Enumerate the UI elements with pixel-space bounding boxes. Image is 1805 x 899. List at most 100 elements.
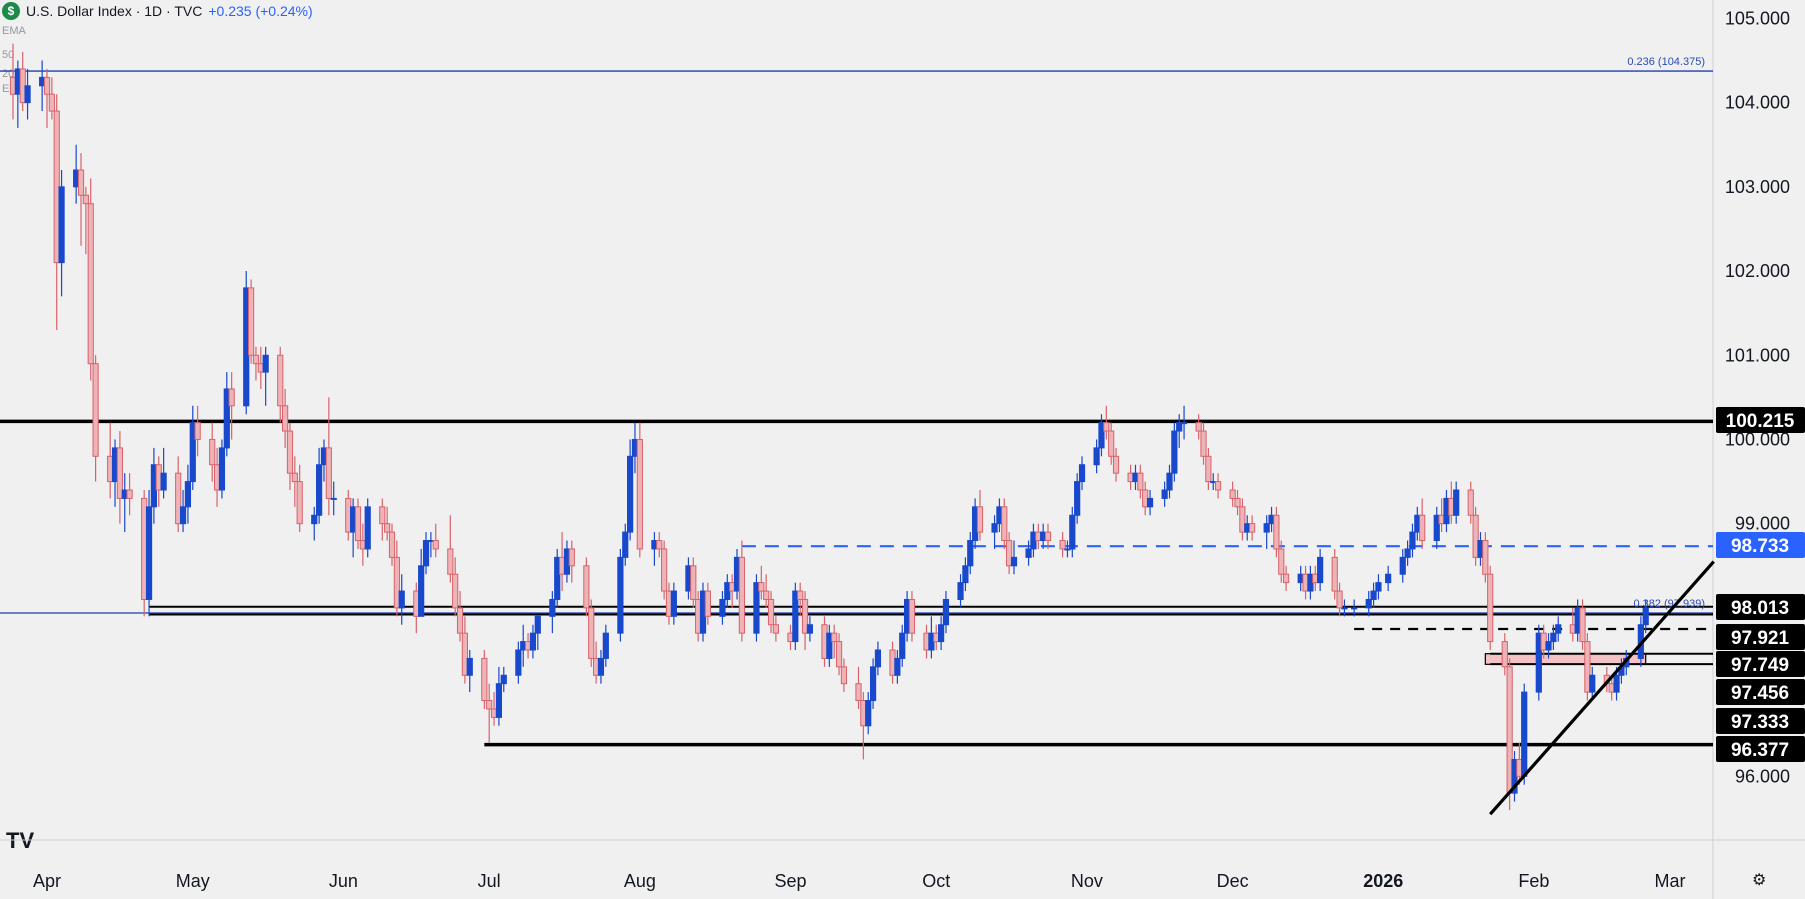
candle-body-117	[801, 598, 809, 634]
candle-body-65	[452, 573, 459, 609]
candle-body-84	[583, 565, 590, 609]
candle-body-121	[831, 632, 838, 643]
candle-body-89	[617, 556, 624, 634]
candle-body-28	[194, 422, 201, 440]
candle-body-29	[209, 438, 216, 466]
x-tick-label-3: Jul	[478, 871, 501, 891]
fib-label-1: 0.382 (97.939)	[1633, 598, 1705, 610]
candle-body-93	[636, 438, 643, 550]
candle-body-57	[393, 556, 400, 609]
candle-body-45	[316, 464, 323, 516]
candle-body-195	[1336, 590, 1343, 609]
candle-body-39	[277, 354, 284, 407]
candle-body-32	[223, 388, 230, 449]
candle-body-207	[1433, 514, 1440, 542]
candle-body-187	[1278, 548, 1285, 575]
y-tick-label-0: 105.000	[1725, 8, 1790, 28]
candle-body-18	[126, 489, 133, 499]
x-tick-label-5: Sep	[774, 871, 806, 891]
candle-body-25	[179, 506, 187, 525]
candle-body-226	[1555, 624, 1562, 634]
candle-body-111	[763, 590, 770, 600]
candle-body-78	[534, 615, 541, 634]
candle-body-158	[1078, 464, 1086, 483]
candle-body-54	[379, 506, 386, 525]
price-tag-label-5: 97.456	[1731, 683, 1789, 704]
x-tick-label-2: Jun	[329, 871, 358, 891]
indicator-label-2[interactable]: 50	[2, 49, 15, 61]
candle-body-88	[602, 632, 609, 659]
chart-header: $ U.S. Dollar Index · 1D · TVC +0.235 (+…	[0, 0, 313, 22]
candle-body-31	[218, 447, 226, 491]
price-tag-label-6: 97.333	[1731, 712, 1789, 733]
candle-body-176	[1205, 455, 1212, 483]
candle-body-197	[1351, 607, 1358, 610]
candle-body-146	[1001, 506, 1008, 542]
price-tag-label-1: 98.733	[1731, 536, 1789, 557]
x-tick-label-8: Dec	[1217, 871, 1249, 891]
candle-body-24	[175, 472, 182, 525]
candle-body-180	[1234, 497, 1241, 508]
candle-body-154	[1059, 540, 1066, 550]
symbol-title[interactable]: U.S. Dollar Index · 1D · TVC	[26, 3, 203, 19]
candle-body-16	[116, 447, 123, 499]
candle-body-40	[282, 405, 289, 432]
x-tick-label-7: Nov	[1071, 871, 1103, 891]
x-tick-label-1: May	[176, 871, 210, 891]
y-tick-label-6: 99.000	[1735, 514, 1790, 534]
price-tag-0	[1716, 407, 1805, 433]
candle-body-3	[24, 85, 31, 104]
y-tick-label-7: 96.000	[1735, 766, 1790, 786]
candle-body-100	[690, 565, 697, 600]
candle-body-80	[554, 556, 561, 600]
candle-body-83	[568, 548, 575, 567]
x-tick-label-10: Feb	[1518, 871, 1549, 891]
x-tick-label-0: Apr	[33, 871, 61, 891]
candle-body-168	[1146, 497, 1154, 508]
candle-body-91	[627, 455, 634, 533]
candle-body-67	[461, 632, 468, 676]
candle-body-109	[753, 582, 760, 634]
candle-body-188	[1283, 573, 1290, 584]
candle-body-73	[500, 674, 507, 685]
candle-body-137	[938, 624, 945, 643]
candle-body-128	[874, 649, 882, 668]
settings-gear-icon[interactable]: ⚙	[1752, 872, 1767, 889]
candle-body-143	[976, 506, 984, 533]
candle-body-126	[865, 700, 872, 727]
candle-body-179	[1229, 489, 1236, 499]
candle-body-53	[364, 506, 371, 550]
price-change: +0.235 (+0.24%)	[208, 3, 313, 19]
candle-body-133	[908, 598, 916, 634]
price-tag-label-0: 100.215	[1726, 411, 1795, 432]
candle-body-199	[1370, 590, 1377, 600]
candle-body-56	[388, 531, 396, 558]
candle-body-230	[1584, 641, 1591, 693]
candle-body-198	[1365, 598, 1372, 609]
price-tag-3	[1716, 624, 1805, 650]
candle-body-108	[738, 556, 745, 634]
candle-body-160	[1098, 422, 1105, 449]
price-tag-label-4: 97.749	[1731, 655, 1789, 676]
indicator-label-1[interactable]: EMA	[2, 25, 26, 37]
price-tag-1	[1716, 532, 1805, 558]
candle-body-139	[957, 582, 964, 600]
candle-body-175	[1200, 430, 1207, 457]
candle-body-48	[330, 497, 337, 500]
candle-body-64	[447, 548, 454, 575]
candle-body-213	[1472, 514, 1479, 558]
price-tag-label-7: 96.377	[1731, 740, 1789, 761]
candle-body-169	[1161, 489, 1168, 499]
candle-body-127	[869, 666, 877, 702]
candle-body-77	[529, 632, 537, 651]
candle-body-211	[1453, 489, 1460, 516]
candle-body-36	[252, 354, 260, 365]
candle-body-194	[1331, 556, 1338, 592]
candle-body-87	[597, 657, 605, 676]
candle-body-122	[835, 641, 843, 668]
candle-body-216	[1487, 573, 1494, 643]
candle-body-215	[1482, 540, 1489, 575]
candle-body-174	[1195, 422, 1202, 432]
candle-body-27	[189, 422, 196, 483]
